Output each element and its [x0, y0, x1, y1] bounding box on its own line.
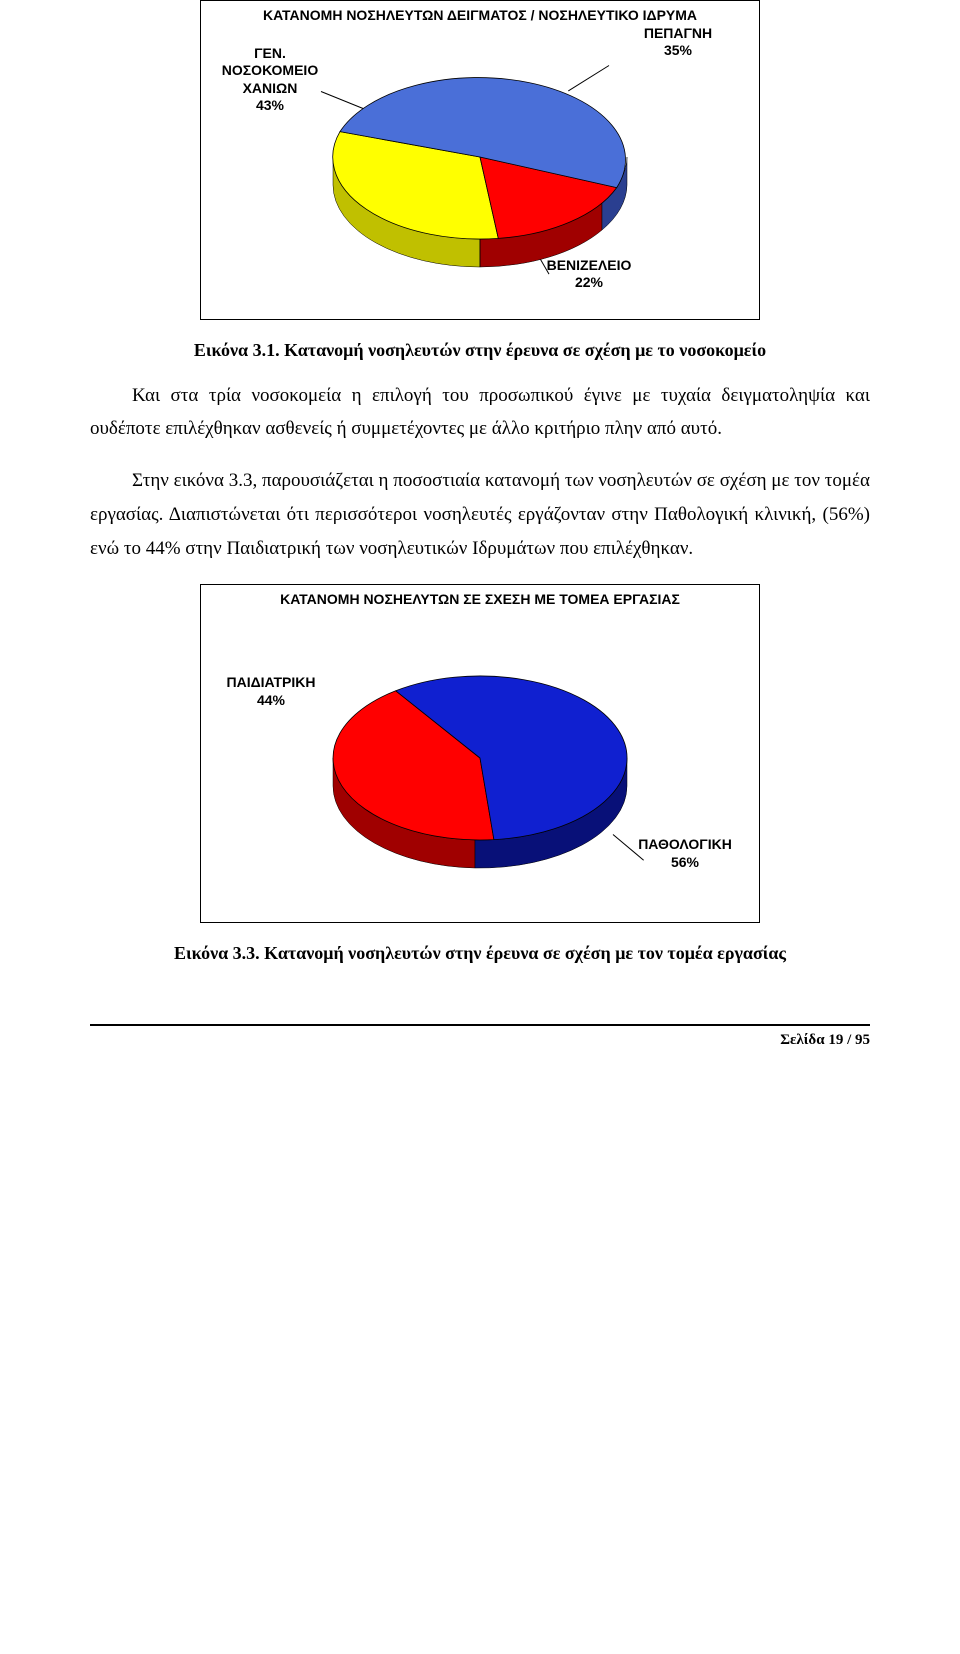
- pie-top: [333, 676, 627, 840]
- chart2-pie: [320, 660, 640, 895]
- chart2-area: ΠΑΙΔΙΑΤΡΙΚΗ 44% ΠΑΘΟΛΟΓΙΚΗ 56%: [209, 612, 751, 912]
- page-number: Σελίδα 19 / 95: [90, 1032, 870, 1049]
- pie-top: [333, 77, 626, 239]
- chart2-title: ΚΑΤΑΝΟΜΗ ΝΟΣΗΕΛΥΤΩΝ ΣΕ ΣΧΕΣΗ ΜΕ ΤΟΜΕΑ ΕΡ…: [209, 591, 751, 609]
- para1: Και στα τρία νοσοκομεία η επιλογή του πρ…: [90, 379, 870, 447]
- chart1-label-chania: ΓΕΝ. ΝΟΣΟΚΟΜΕΙΟ ΧΑΝΙΩΝ 43%: [205, 45, 335, 115]
- footer-rule: [90, 1024, 870, 1026]
- chart1-label-pepagni: ΠΕΠΑΓΝΗ 35%: [623, 25, 733, 60]
- chart1-area: ΓΕΝ. ΝΟΣΟΚΟΜΕΙΟ ΧΑΝΙΩΝ 43% ΠΕΠΑΓΝΗ 35% Β…: [209, 29, 751, 309]
- page: ΚΑΤΑΝΟΜΗ ΝΟΣΗΛΕΥΤΩΝ ΔΕΙΓΜΑΤΟΣ / ΝΟΣΗΛΕΥΤ…: [0, 0, 960, 1089]
- chart2-label-pathologiki: ΠΑΘΟΛΟΓΙΚΗ 56%: [625, 836, 745, 871]
- caption1: Εικόνα 3.1. Κατανομή νοσηλευτών στην έρε…: [90, 340, 870, 361]
- pie-svg: [320, 59, 640, 279]
- pie-svg: [320, 660, 640, 890]
- para2: Στην εικόνα 3.3, παρουσιάζεται η ποσοστι…: [90, 464, 870, 565]
- chart1-box: ΚΑΤΑΝΟΜΗ ΝΟΣΗΛΕΥΤΩΝ ΔΕΙΓΜΑΤΟΣ / ΝΟΣΗΛΕΥΤ…: [200, 0, 760, 320]
- caption2: Εικόνα 3.3. Κατανομή νοσηλευτών στην έρε…: [90, 943, 870, 964]
- chart2-box: ΚΑΤΑΝΟΜΗ ΝΟΣΗΕΛΥΤΩΝ ΣΕ ΣΧΕΣΗ ΜΕ ΤΟΜΕΑ ΕΡ…: [200, 584, 760, 924]
- chart1-title: ΚΑΤΑΝΟΜΗ ΝΟΣΗΛΕΥΤΩΝ ΔΕΙΓΜΑΤΟΣ / ΝΟΣΗΛΕΥΤ…: [209, 7, 751, 25]
- chart1-pie: [320, 59, 640, 284]
- chart2-label-paidiatriki: ΠΑΙΔΙΑΤΡΙΚΗ 44%: [211, 674, 331, 709]
